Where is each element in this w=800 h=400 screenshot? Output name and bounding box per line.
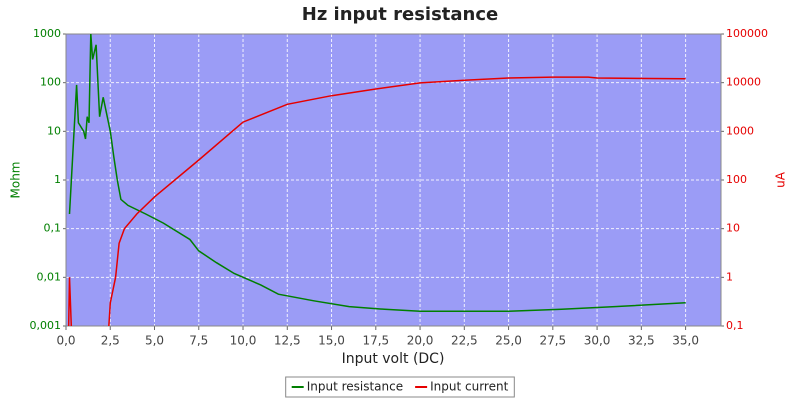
chart-title: Hz input resistance xyxy=(302,4,499,25)
y2-tick-label: 0,1 xyxy=(726,319,744,332)
x-tick-label: 7,5 xyxy=(189,334,208,348)
y2-tick-label: 10 xyxy=(726,222,740,235)
x-tick-label: 2,5 xyxy=(101,334,120,348)
series-line xyxy=(67,76,686,326)
y2-tick-label: 1000 xyxy=(726,124,754,137)
y2-tick-label: 100000 xyxy=(726,27,768,40)
y-tick-label: 100 xyxy=(40,76,61,89)
y-tick-label: 0,01 xyxy=(37,270,62,283)
x-tick-label: 32,5 xyxy=(628,334,655,348)
x-tick-label: 25,0 xyxy=(495,334,522,348)
x-axis-label: Input volt (DC) xyxy=(342,351,445,367)
x-tick-label: 22,5 xyxy=(451,334,478,348)
x-tick-label: 27,5 xyxy=(539,334,566,348)
x-tick-label: 35,0 xyxy=(672,334,699,348)
legend-box xyxy=(285,376,515,398)
y-tick-label: 0,001 xyxy=(30,319,62,332)
x-tick-label: 15,0 xyxy=(318,334,345,348)
y-axis-label: Mohm xyxy=(9,162,23,199)
x-tick-label: 12,5 xyxy=(274,334,301,348)
legend: Input resistance Input current xyxy=(285,376,515,398)
x-tick-label: 30,0 xyxy=(584,334,611,348)
y-tick-label: 1 xyxy=(54,173,61,186)
y2-axis-label: uA xyxy=(774,171,788,188)
y2-tick-label: 1 xyxy=(726,270,733,283)
y2-tick-label: 100 xyxy=(726,173,747,186)
x-tick-label: 10,0 xyxy=(230,334,257,348)
y-tick-label: 0,1 xyxy=(44,222,62,235)
plot-border xyxy=(65,33,722,327)
x-tick-label: 0,0 xyxy=(56,334,75,348)
x-tick-label: 5,0 xyxy=(145,334,164,348)
y-tick-label: 10 xyxy=(47,124,61,137)
x-tick-label: 17,5 xyxy=(362,334,389,348)
y2-tick-label: 10000 xyxy=(726,76,761,89)
legend-label: Input resistance xyxy=(307,380,403,394)
series-line xyxy=(68,34,686,313)
x-tick-label: 20,0 xyxy=(407,334,434,348)
y-tick-label: 1000 xyxy=(33,27,61,40)
legend-label: Input current xyxy=(430,380,508,394)
